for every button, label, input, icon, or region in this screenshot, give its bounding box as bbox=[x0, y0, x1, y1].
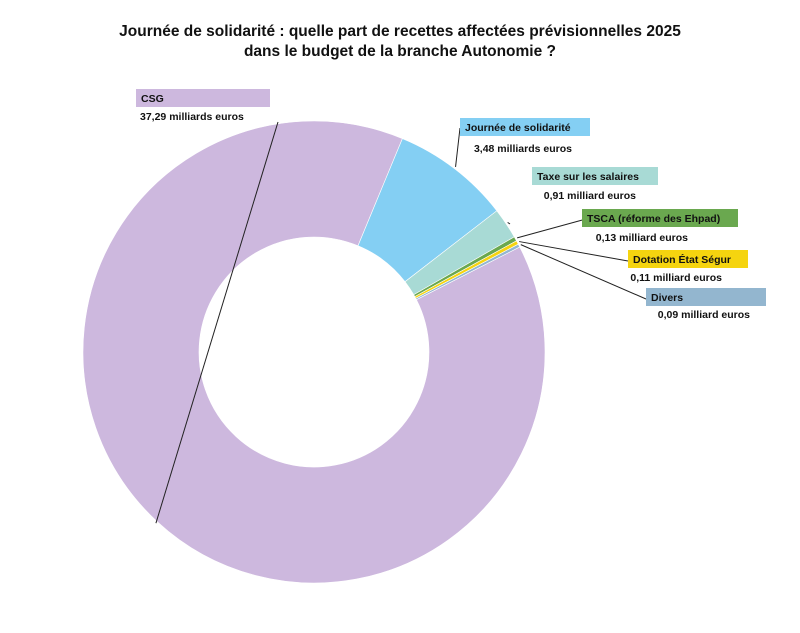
label-value-journee-de-solidarite: 3,48 milliards euros bbox=[474, 143, 572, 155]
leader-line-dotation-etat-segur bbox=[519, 241, 629, 262]
label-name-taxe-sur-les-salaires: Taxe sur les salaires bbox=[537, 171, 639, 183]
slice-csg bbox=[82, 120, 546, 584]
label-value-tsca-reforme-des-ehpad: 0,13 milliard euros bbox=[596, 232, 688, 244]
leader-line-csg bbox=[155, 121, 279, 524]
label-name-divers: Divers bbox=[651, 292, 683, 304]
label-name-tsca-reforme-des-ehpad: TSCA (réforme des Ehpad) bbox=[587, 213, 720, 225]
chart-title-line-1: Journée de solidarité : quelle part de r… bbox=[119, 23, 681, 40]
leader-line-journee-de-solidarite bbox=[455, 127, 461, 167]
chart-title-line-2: dans le budget de la branche Autonomie ? bbox=[244, 43, 556, 60]
label-box-csg bbox=[136, 89, 270, 107]
label-value-dotation-etat-segur: 0,11 milliard euros bbox=[630, 272, 722, 284]
label-name-journee-de-solidarite: Journée de solidarité bbox=[465, 122, 571, 134]
label-value-csg: 37,29 milliards euros bbox=[140, 111, 244, 123]
leader-line-tsca-reforme-des-ehpad bbox=[517, 218, 587, 239]
leader-line-taxe-sur-les-salaires bbox=[507, 222, 511, 225]
label-box-taxe-sur-les-salaires bbox=[532, 167, 658, 185]
label-box-divers bbox=[646, 288, 766, 306]
label-value-taxe-sur-les-salaires: 0,91 milliard euros bbox=[544, 190, 636, 202]
label-box-dotation-etat-segur bbox=[628, 250, 748, 268]
label-box-tsca-reforme-des-ehpad bbox=[582, 209, 738, 227]
label-name-csg: CSG bbox=[141, 93, 164, 105]
slice-divers bbox=[415, 243, 521, 301]
label-value-divers: 0,09 milliard euros bbox=[658, 309, 750, 321]
label-name-dotation-etat-segur: Dotation État Ségur bbox=[633, 253, 731, 266]
leader-line-divers bbox=[520, 244, 647, 300]
label-box-journee-de-solidarite bbox=[460, 118, 590, 136]
